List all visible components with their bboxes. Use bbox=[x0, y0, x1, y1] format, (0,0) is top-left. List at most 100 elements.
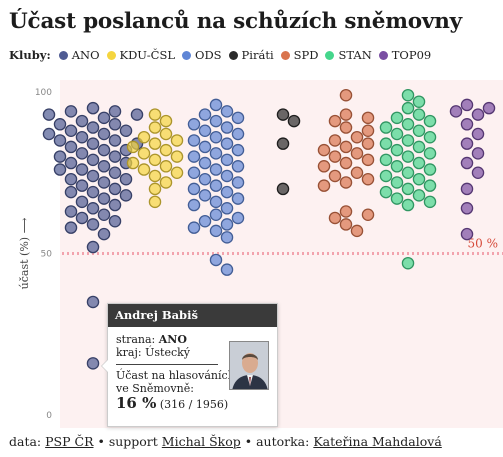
data-point bbox=[64, 140, 78, 154]
data-point bbox=[423, 114, 437, 128]
data-point bbox=[86, 185, 100, 199]
legend-item-pirati[interactable]: Piráti bbox=[228, 48, 274, 62]
data-point bbox=[350, 224, 364, 238]
data-point bbox=[97, 127, 111, 141]
data-source-link[interactable]: PSP ČR bbox=[45, 434, 94, 449]
data-point bbox=[379, 153, 393, 167]
data-point bbox=[412, 189, 426, 202]
data-point bbox=[401, 88, 415, 102]
data-point bbox=[53, 163, 67, 176]
data-point bbox=[401, 198, 415, 212]
data-point bbox=[328, 134, 342, 147]
data-point bbox=[401, 166, 415, 180]
data-point bbox=[187, 221, 201, 234]
tooltip-region-label: kraj: bbox=[116, 346, 142, 359]
data-point bbox=[390, 160, 404, 173]
data-point bbox=[390, 111, 404, 125]
legend-item-kdu[interactable]: KDU-ČSL bbox=[106, 48, 175, 62]
data-point bbox=[339, 218, 353, 231]
legend-item-top09[interactable]: TOP09 bbox=[378, 48, 431, 62]
footer-data-label: data: bbox=[9, 434, 42, 449]
data-point bbox=[471, 127, 485, 141]
data-point bbox=[220, 169, 234, 183]
data-point bbox=[460, 156, 474, 170]
data-point bbox=[119, 172, 133, 186]
data-point bbox=[412, 172, 426, 186]
data-point bbox=[231, 143, 245, 157]
data-point bbox=[209, 208, 223, 221]
tooltip-divider bbox=[116, 364, 218, 365]
data-point bbox=[361, 153, 375, 167]
data-point bbox=[108, 166, 122, 180]
member-photo bbox=[229, 341, 269, 390]
data-point bbox=[401, 134, 415, 147]
legend-item-spd[interactable]: SPD bbox=[280, 48, 318, 62]
tooltip-name: Andrej Babiš bbox=[108, 304, 277, 327]
tooltip-region-row: kraj: Ústecký bbox=[116, 346, 269, 359]
data-point bbox=[53, 118, 67, 131]
data-point bbox=[148, 153, 162, 167]
data-point bbox=[350, 147, 364, 160]
legend-dot-icon bbox=[378, 50, 388, 60]
data-point bbox=[390, 192, 404, 205]
y-axis-label: účast (%) ⟶ bbox=[18, 217, 31, 289]
support-link[interactable]: Michal Škop bbox=[161, 434, 241, 449]
data-point bbox=[220, 263, 234, 276]
data-point bbox=[460, 182, 474, 196]
data-point bbox=[86, 202, 100, 215]
data-point bbox=[390, 176, 404, 189]
data-point bbox=[198, 140, 212, 154]
footer-author-label: • autorka: bbox=[244, 434, 310, 449]
legend-dot-icon bbox=[106, 50, 116, 60]
data-point bbox=[187, 166, 201, 180]
data-point bbox=[198, 124, 212, 138]
data-point bbox=[220, 121, 234, 134]
data-point bbox=[108, 118, 122, 131]
data-point bbox=[471, 108, 485, 121]
data-point bbox=[350, 166, 364, 180]
data-point bbox=[159, 143, 173, 157]
data-point bbox=[339, 140, 353, 154]
data-point bbox=[148, 121, 162, 134]
data-point bbox=[209, 253, 223, 267]
data-point bbox=[209, 195, 223, 209]
data-point bbox=[86, 121, 100, 134]
data-point bbox=[361, 111, 375, 125]
data-point bbox=[339, 176, 353, 189]
data-point bbox=[42, 127, 56, 141]
legend-item-stan[interactable]: STAN bbox=[325, 48, 372, 62]
data-point bbox=[53, 134, 67, 147]
tooltip-detail: (316 / 1956) bbox=[159, 398, 229, 411]
legend-item-ods[interactable]: ODS bbox=[182, 48, 222, 62]
data-point bbox=[390, 143, 404, 157]
data-point bbox=[198, 156, 212, 170]
legend-item-label: Piráti bbox=[241, 48, 274, 62]
data-point bbox=[148, 195, 162, 209]
legend-item-label: STAN bbox=[338, 48, 372, 62]
tooltip-party-label: strana: bbox=[116, 333, 156, 346]
data-point bbox=[159, 160, 173, 173]
data-point bbox=[97, 143, 111, 157]
data-point bbox=[209, 163, 223, 176]
data-point bbox=[198, 172, 212, 186]
data-point bbox=[339, 121, 353, 134]
legend-label: Kluby: bbox=[9, 48, 51, 62]
data-point bbox=[328, 150, 342, 163]
data-point bbox=[187, 198, 201, 212]
data-point bbox=[97, 192, 111, 205]
data-point bbox=[137, 130, 151, 144]
data-point bbox=[64, 105, 78, 118]
author-link[interactable]: Kateřina Mahdalová bbox=[313, 434, 442, 449]
data-point bbox=[220, 218, 234, 231]
data-point bbox=[126, 140, 140, 154]
data-point bbox=[317, 143, 331, 157]
legend-item-ano[interactable]: ANO bbox=[58, 48, 100, 62]
data-point bbox=[86, 218, 100, 231]
data-point bbox=[86, 169, 100, 183]
y-tick-label: 50 bbox=[41, 250, 53, 260]
data-point bbox=[379, 121, 393, 134]
data-point bbox=[209, 98, 223, 112]
data-point bbox=[401, 150, 415, 163]
data-point bbox=[231, 111, 245, 125]
data-point bbox=[339, 156, 353, 170]
